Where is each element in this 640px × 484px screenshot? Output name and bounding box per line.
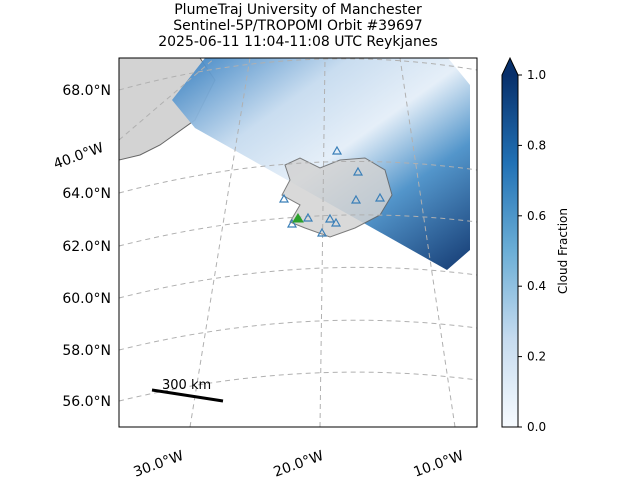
lon-label: 30.0°W bbox=[131, 448, 185, 480]
lat-label: 64.0°N bbox=[62, 186, 111, 202]
title: PlumeTraj University of ManchesterSentin… bbox=[158, 2, 438, 50]
colorbar-tick-label: 0.8 bbox=[527, 138, 546, 152]
lat-labels: 68.0°N 64.0°N 62.0°N 60.0°N 58.0°N 56.0°N bbox=[62, 83, 111, 410]
graticule bbox=[119, 58, 216, 141]
colorbar-frame bbox=[501, 56, 519, 428]
lat-label: 56.0°N bbox=[62, 394, 111, 410]
graticule bbox=[119, 319, 477, 351]
lat-label: 62.0°N bbox=[62, 239, 111, 255]
lat-label: 60.0°N bbox=[62, 291, 111, 307]
colorbar-label: Cloud Fraction bbox=[556, 208, 570, 294]
colorbar-tick-label: 0.0 bbox=[527, 420, 546, 434]
lat-label: 68.0°N bbox=[62, 83, 111, 99]
graticule bbox=[119, 58, 477, 91]
scale-bar-label: 300 km bbox=[162, 378, 211, 393]
graticule bbox=[319, 58, 326, 427]
lat-label: 58.0°N bbox=[62, 343, 111, 359]
graticule bbox=[399, 58, 456, 427]
map-area: 300 km bbox=[119, 58, 477, 427]
title-line: PlumeTraj University of Manchester bbox=[174, 2, 422, 18]
target-volcano bbox=[292, 213, 304, 223]
satellite-swath bbox=[172, 58, 470, 270]
colorbar bbox=[502, 75, 518, 427]
scale-bar bbox=[151, 388, 224, 403]
graticule bbox=[119, 266, 477, 299]
graticule bbox=[119, 160, 477, 194]
lon-label: 20.0°W bbox=[271, 448, 325, 480]
volcano-markers bbox=[278, 145, 386, 237]
lon-label: 10.0°W bbox=[411, 448, 465, 480]
lon-label: 40.0°W bbox=[51, 140, 105, 173]
title-line: 2025-06-11 11:04-11:08 UTC Reykjanes bbox=[158, 34, 438, 50]
colorbar-tick-label: 0.4 bbox=[527, 279, 546, 293]
colorbar-tick-label: 1.0 bbox=[527, 68, 546, 82]
title-line: Sentinel-5P/TROPOMI Orbit #39697 bbox=[173, 18, 422, 34]
colorbar-extension bbox=[502, 58, 518, 75]
colorbar-tick-label: 0.6 bbox=[527, 209, 546, 223]
colorbar-tick-label: 0.2 bbox=[527, 350, 546, 364]
colorbar-ticks: 0.0 0.2 0.4 0.6 0.8 1.0 bbox=[518, 68, 546, 434]
map-frame bbox=[118, 57, 478, 428]
graticule bbox=[119, 371, 477, 402]
